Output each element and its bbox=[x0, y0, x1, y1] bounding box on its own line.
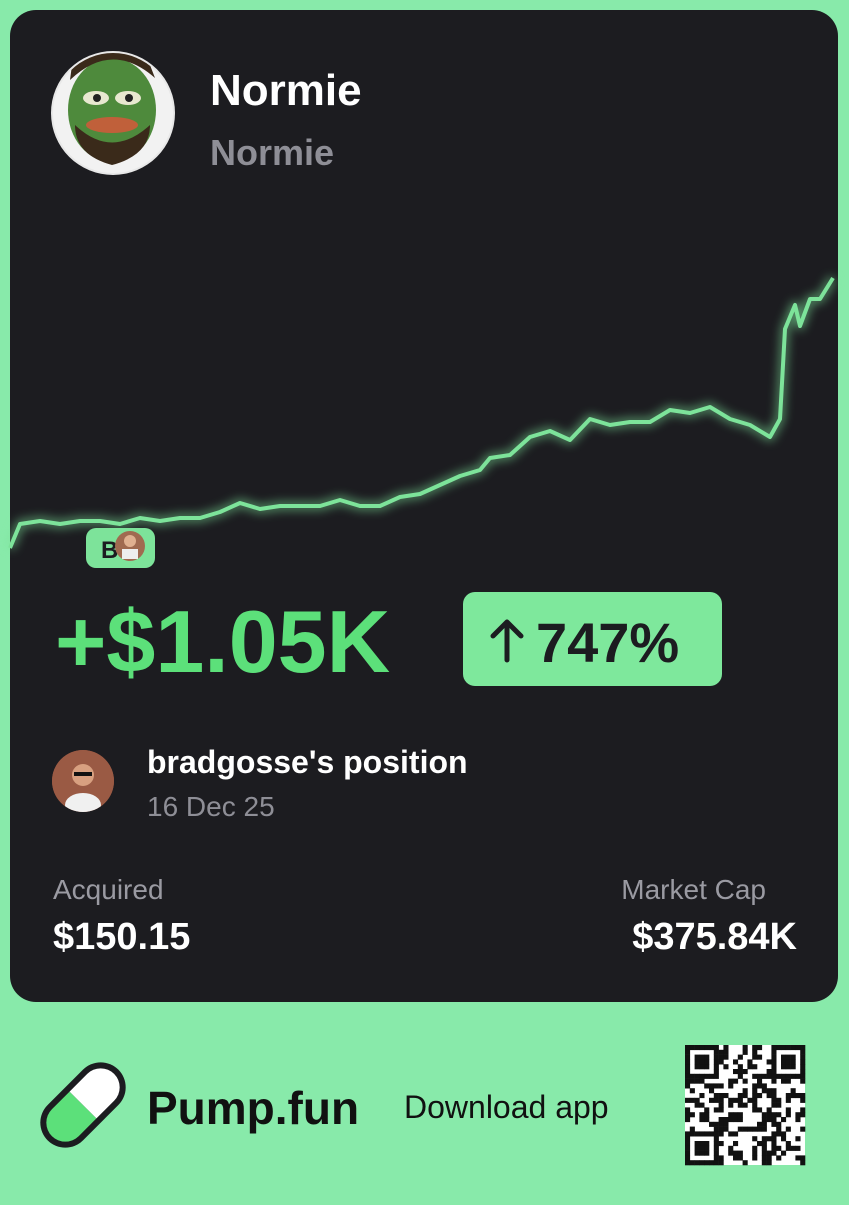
token-avatar bbox=[51, 51, 175, 175]
acquired-value: $150.15 bbox=[53, 916, 190, 958]
market-cap-label: Market Cap bbox=[621, 874, 766, 905]
token-name: Normie bbox=[210, 66, 362, 115]
qr-code[interactable] bbox=[685, 1045, 806, 1166]
pnl-amount: +$1.05K bbox=[55, 592, 390, 691]
brand-name: Pump.fun bbox=[147, 1082, 359, 1134]
pnl-badge: 747% bbox=[463, 592, 722, 686]
card bbox=[10, 10, 838, 1002]
pnl-percent: 747% bbox=[536, 611, 679, 674]
price-chart bbox=[6, 275, 837, 550]
token-symbol: Normie bbox=[210, 132, 334, 173]
pill-logo bbox=[40, 1062, 126, 1148]
buy-marker-label: B bbox=[101, 537, 118, 564]
position-title: bradgosse's position bbox=[147, 744, 468, 780]
position-date: 16 Dec 25 bbox=[147, 791, 275, 822]
acquired-label: Acquired bbox=[53, 874, 164, 905]
download-cta[interactable]: Download app bbox=[404, 1089, 609, 1125]
price-line bbox=[8, 276, 835, 549]
buy-marker: B bbox=[86, 528, 155, 568]
market-cap-value: $375.84K bbox=[632, 916, 797, 958]
